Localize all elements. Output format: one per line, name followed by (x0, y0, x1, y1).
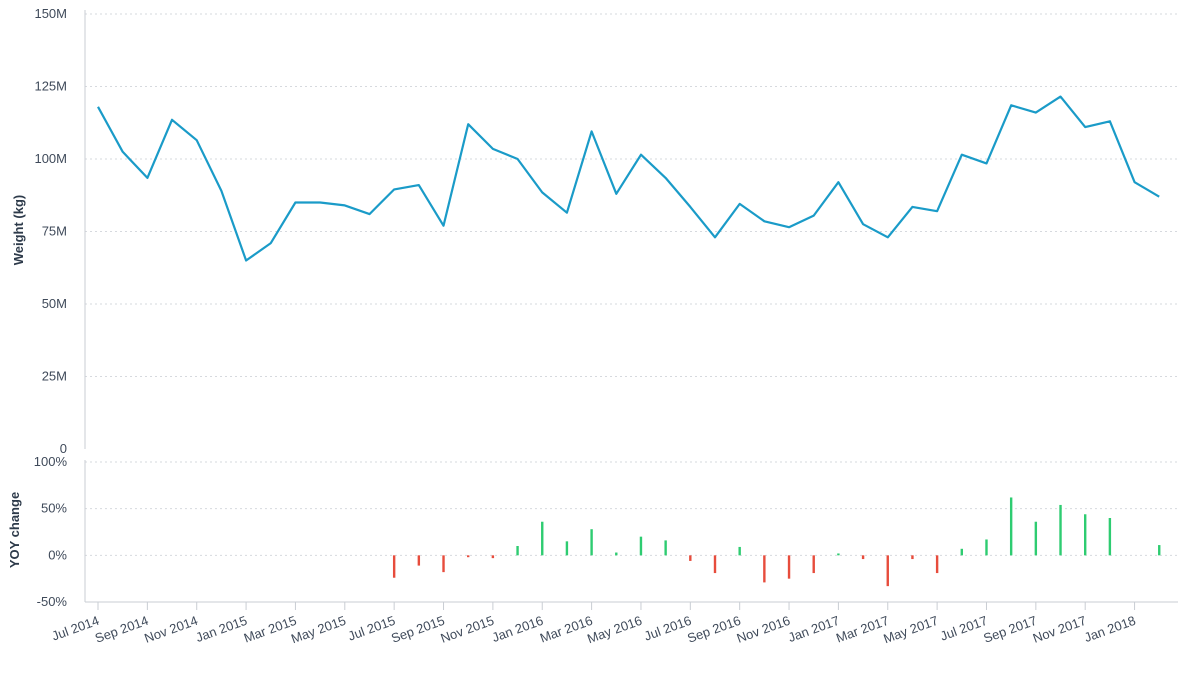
yoy-bar (763, 555, 766, 583)
weight-gridlines (85, 13, 1178, 377)
weight-line (97, 95, 1160, 262)
yoy-y-tick-label: 0% (48, 547, 67, 562)
yoy-bar (1108, 518, 1112, 556)
weight-y-tick-label: 25M (42, 369, 67, 384)
yoy-bar (615, 552, 618, 556)
yoy-bar (664, 540, 667, 556)
yoy-bar (639, 536, 643, 556)
x-tick-label: Jan 2015 (194, 613, 249, 645)
weight-y-tick-label: 125M (34, 79, 67, 94)
yoy-bar (837, 553, 840, 556)
x-tick-label: May 2015 (289, 613, 348, 647)
weight-y-tick-label: 50M (42, 296, 67, 311)
weight-line-series (97, 95, 1160, 262)
weight-axis-title: Weight (kg) (11, 195, 26, 266)
weight-y-tick-label: 0 (60, 441, 67, 456)
yoy-bar (1034, 521, 1038, 556)
yoy-bar (590, 529, 593, 556)
yoy-y-tick-label: -50% (37, 594, 68, 609)
x-tick-label: Mar 2016 (538, 613, 595, 646)
weight-y-tick-labels: 0 25M 50M 75M 100M 125M 150M (34, 6, 67, 456)
x-tick-label: Jul 2015 (346, 613, 397, 644)
yoy-gridlines (85, 461, 1178, 603)
x-tick-label: Jul 2014 (50, 613, 101, 644)
yoy-bar (935, 555, 939, 574)
yoy-bar (812, 555, 815, 574)
yoy-y-tick-labels: -50% 0% 50% 100% (34, 454, 68, 609)
x-tick-label: Nov 2015 (438, 613, 495, 646)
yoy-axis-title: YOY change (7, 492, 22, 568)
x-tick-label: May 2017 (881, 613, 940, 647)
x-tick-label: Mar 2015 (242, 613, 299, 646)
x-tick-label: Jul 2017 (938, 613, 989, 644)
yoy-bar (787, 555, 791, 579)
yoy-bar (491, 555, 495, 559)
x-tick-label: Nov 2014 (142, 613, 199, 646)
x-tick-label: Mar 2017 (834, 613, 891, 646)
yoy-bars (392, 497, 1161, 587)
x-tick-label: Sep 2015 (389, 613, 446, 646)
yoy-bar (689, 555, 692, 561)
x-tick-label: Nov 2016 (735, 613, 792, 646)
yoy-bar (861, 555, 865, 560)
weight-y-tick-label: 100M (34, 151, 67, 166)
x-tick-label: Sep 2017 (981, 613, 1038, 646)
yoy-bar (467, 555, 470, 558)
yoy-bar (713, 555, 717, 574)
x-tick-label: Sep 2014 (93, 613, 150, 646)
yoy-bar (1009, 497, 1013, 556)
x-tick-label: May 2016 (585, 613, 644, 647)
yoy-bar (1059, 504, 1062, 556)
x-tick-label: Jan 2017 (786, 613, 841, 645)
axes (84, 10, 1178, 603)
yoy-bar (886, 555, 889, 587)
x-tick-label: Sep 2016 (685, 613, 742, 646)
yoy-bar (985, 539, 988, 556)
yoy-bar (1084, 514, 1087, 556)
weight-y-tick-label: 150M (34, 6, 67, 21)
yoy-bar (1158, 545, 1161, 556)
x-tick-label: Nov 2017 (1031, 613, 1088, 646)
yoy-bar (392, 555, 396, 578)
yoy-bar (565, 541, 569, 556)
yoy-bar (516, 546, 519, 556)
yoy-bar (541, 521, 544, 556)
yoy-bar (442, 555, 445, 573)
yoy-y-tick-label: 100% (34, 454, 68, 469)
weight-y-tick-label: 75M (42, 224, 67, 239)
yoy-bar (417, 555, 421, 566)
x-tick-label: Jul 2016 (642, 613, 693, 644)
yoy-bar (960, 548, 963, 556)
yoy-bar (911, 555, 914, 560)
yoy-bar (738, 546, 741, 556)
x-tick-label: Jan 2018 (1082, 613, 1137, 645)
x-tick-label: Jan 2016 (490, 613, 545, 645)
yoy-y-tick-label: 50% (41, 501, 67, 516)
